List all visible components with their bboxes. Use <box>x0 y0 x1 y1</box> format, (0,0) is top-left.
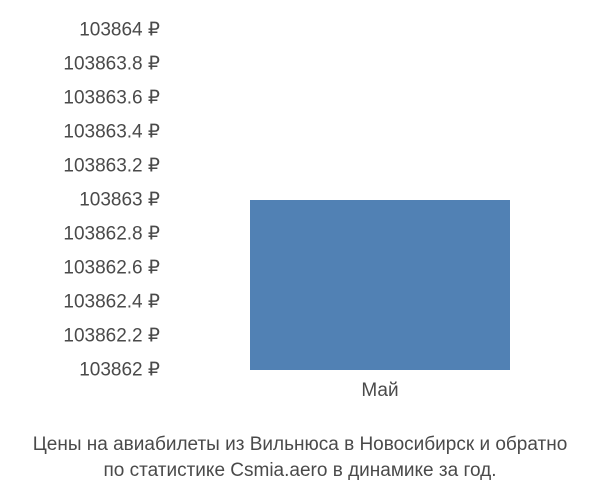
chart-caption: Цены на авиабилеты из Вильнюса в Новосиб… <box>0 432 600 485</box>
caption-line-1: Цены на авиабилеты из Вильнюса в Новосиб… <box>0 432 600 459</box>
y-tick-label: 103863.6 ₽ <box>20 87 160 110</box>
y-tick-label: 103862.6 ₽ <box>20 257 160 280</box>
y-tick-label: 103863.4 ₽ <box>20 121 160 144</box>
y-tick-label: 103863.8 ₽ <box>20 53 160 76</box>
bar <box>250 200 510 370</box>
y-tick-label: 103862.8 ₽ <box>20 223 160 246</box>
y-tick-label: 103863 ₽ <box>20 189 160 212</box>
y-tick-label: 103862 ₽ <box>20 359 160 382</box>
y-tick-label: 103863.2 ₽ <box>20 155 160 178</box>
plot-area <box>180 30 580 370</box>
y-tick-label: 103862.4 ₽ <box>20 291 160 314</box>
caption-line-2: по статистике Csmia.aero в динамике за г… <box>0 458 600 485</box>
y-tick-label: 103864 ₽ <box>20 19 160 42</box>
chart-container: 103864 ₽103863.8 ₽103863.6 ₽103863.4 ₽10… <box>20 30 580 410</box>
y-axis: 103864 ₽103863.8 ₽103863.6 ₽103863.4 ₽10… <box>20 30 170 370</box>
x-tick-label: Май <box>180 380 580 402</box>
y-tick-label: 103862.2 ₽ <box>20 325 160 348</box>
